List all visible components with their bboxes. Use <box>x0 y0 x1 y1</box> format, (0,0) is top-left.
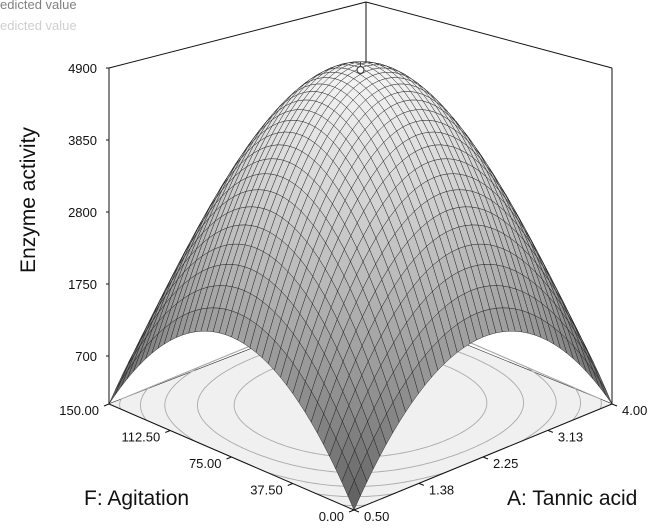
y-tick-label: 75.00 <box>189 456 222 471</box>
y-axis-title: F: Agitation <box>84 487 189 510</box>
x-tick-label: 0.50 <box>364 509 389 524</box>
surface-cell <box>347 480 361 511</box>
y-tick-label: 150.00 <box>59 403 99 418</box>
x-tick-label: 1.38 <box>429 482 454 497</box>
z-tick-label: 1750 <box>68 277 97 292</box>
y-tick-mark <box>348 509 355 513</box>
x-tick-label: 2.25 <box>493 456 518 471</box>
x-tick-label: 4.00 <box>622 403 647 418</box>
z-tick-label: 3850 <box>68 133 97 148</box>
peak-point <box>356 65 365 75</box>
x-tick-mark <box>482 456 489 460</box>
response-surface <box>108 61 613 511</box>
y-tick-label: 0.00 <box>319 509 344 524</box>
x-tick-mark <box>547 429 554 433</box>
y-tick-mark <box>287 483 293 486</box>
predicted-value-point <box>356 62 365 75</box>
z-axis-title: Enzyme activity <box>17 127 40 273</box>
y-tick-mark <box>165 430 171 433</box>
legend: edicted value edicted value <box>0 0 77 33</box>
legend-item-1: edicted value <box>0 0 77 12</box>
x-tick-mark <box>611 403 618 407</box>
surface-cell <box>592 370 606 396</box>
z-tick-label: 4900 <box>68 61 97 76</box>
z-tick-label: 2800 <box>68 205 97 220</box>
y-tick-mark <box>226 456 232 460</box>
x-tick-mark <box>353 509 360 513</box>
back-left-top-edge <box>108 1 367 69</box>
legend-item-2: edicted value <box>0 18 77 33</box>
y-tick-label: 112.50 <box>121 430 160 445</box>
y-tick-label: 37.50 <box>250 483 283 498</box>
y-axis: 0.00 37.50 75.00 112.50 150.00 <box>59 403 355 524</box>
x-axis-title: A: Tannic acid <box>507 487 637 510</box>
surface-cell <box>114 370 128 396</box>
x-tick-mark <box>418 482 425 486</box>
back-right-top-edge <box>365 1 613 69</box>
x-axis: 0.50 1.38 2.25 3.13 4.00 <box>353 403 647 524</box>
y-tick-mark <box>103 403 110 407</box>
z-tick-label: 700 <box>75 349 97 364</box>
x-tick-label: 3.13 <box>558 429 583 444</box>
z-axis: 700 1750 2800 3850 4900 <box>68 61 109 364</box>
